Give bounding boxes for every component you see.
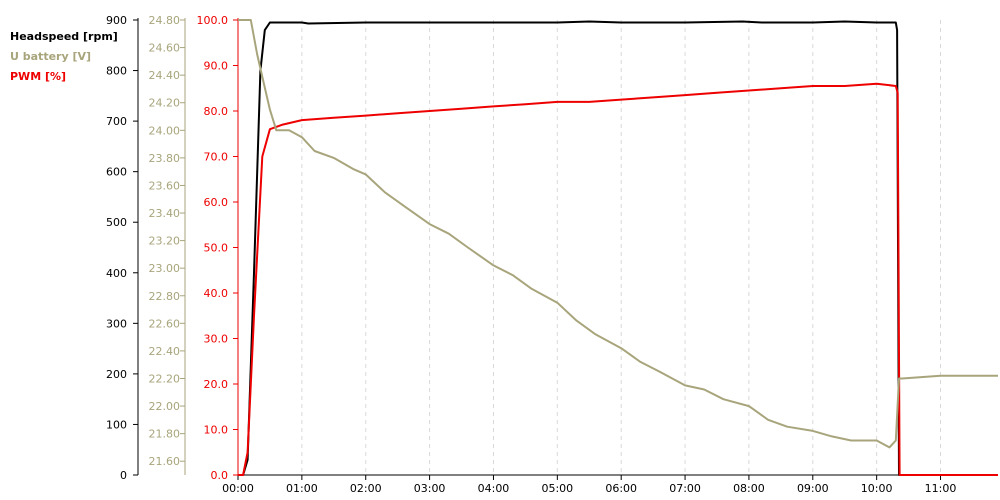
x-tick-label: 09:00: [797, 482, 829, 495]
battery-tick-label: 22.40: [149, 345, 181, 358]
x-tick-label: 10:00: [861, 482, 893, 495]
x-tick-label: 02:00: [350, 482, 382, 495]
x-tick-label: 08:00: [733, 482, 765, 495]
battery-tick-label: 24.60: [149, 42, 181, 55]
pwm-tick-label: 50.0: [204, 242, 229, 255]
headspeed-tick-label: 0: [120, 469, 127, 482]
x-tick-label: 11:00: [925, 482, 957, 495]
axes: 00:00 01:00 02:00 03:00 04:00 05:00 06:00 07:00…: [106, 14, 998, 495]
battery-tick-label: 23.20: [149, 235, 181, 248]
series-group: [238, 19, 998, 476]
series-line-pwm: [238, 82, 998, 476]
headspeed-tick-label: 400: [106, 267, 127, 280]
headspeed-tick-label: 100: [106, 418, 127, 431]
legend: Headspeed [rpm] U battery [V] PWM [%]: [10, 30, 118, 83]
battery-tick-label: 21.80: [149, 428, 181, 441]
pwm-tick-label: 30.0: [204, 333, 229, 346]
pwm-tick-label: 90.0: [204, 60, 229, 73]
pwm-tick-label: 80.0: [204, 105, 229, 118]
battery-tick-label: 23.80: [149, 152, 181, 165]
pwm-tick-label: 20.0: [204, 378, 229, 391]
pwm-tick-label: 60.0: [204, 196, 229, 209]
series-line-headspeed: [238, 20, 998, 476]
battery-tick-label: 23.00: [149, 262, 181, 275]
battery-tick-label: 24.20: [149, 97, 181, 110]
battery-tick-label: 21.60: [149, 455, 181, 468]
battery-tick-label: 24.80: [149, 14, 181, 27]
x-tick-label: 07:00: [669, 482, 701, 495]
pwm-tick-label: 0.0: [211, 469, 229, 482]
battery-tick-label: 23.60: [149, 179, 181, 192]
grid: [301, 20, 942, 475]
headspeed-tick-label: 600: [106, 166, 127, 179]
battery-tick-label: 22.60: [149, 317, 181, 330]
legend-headspeed: Headspeed [rpm]: [10, 30, 118, 43]
headspeed-tick-label: 200: [106, 368, 127, 381]
battery-tick-label: 24.00: [149, 124, 181, 137]
battery-tick-label: 22.00: [149, 400, 181, 413]
headspeed-tick-label: 300: [106, 317, 127, 330]
legend-battery: U battery [V]: [10, 50, 91, 63]
pwm-tick-label: 10.0: [204, 424, 229, 437]
battery-tick-label: 23.40: [149, 207, 181, 220]
battery-tick-label: 24.40: [149, 69, 181, 82]
x-tick-label: 06:00: [605, 482, 637, 495]
headspeed-tick-label: 700: [106, 115, 127, 128]
pwm-tick-label: 40.0: [204, 287, 229, 300]
pwm-tick-label: 100.0: [197, 14, 229, 27]
headspeed-tick-label: 900: [106, 14, 127, 27]
battery-tick-label: 22.20: [149, 372, 181, 385]
series-line-battery: [238, 19, 998, 449]
x-tick-label: 04:00: [478, 482, 510, 495]
headspeed-tick-label: 800: [106, 65, 127, 78]
headspeed-tick-label: 500: [106, 216, 127, 229]
x-tick-label: 00:00: [222, 482, 254, 495]
x-tick-label: 05:00: [541, 482, 573, 495]
legend-pwm: PWM [%]: [10, 70, 66, 83]
pwm-tick-label: 70.0: [204, 151, 229, 164]
x-tick-label: 03:00: [414, 482, 446, 495]
x-tick-label: 01:00: [286, 482, 318, 495]
battery-tick-label: 22.80: [149, 290, 181, 303]
